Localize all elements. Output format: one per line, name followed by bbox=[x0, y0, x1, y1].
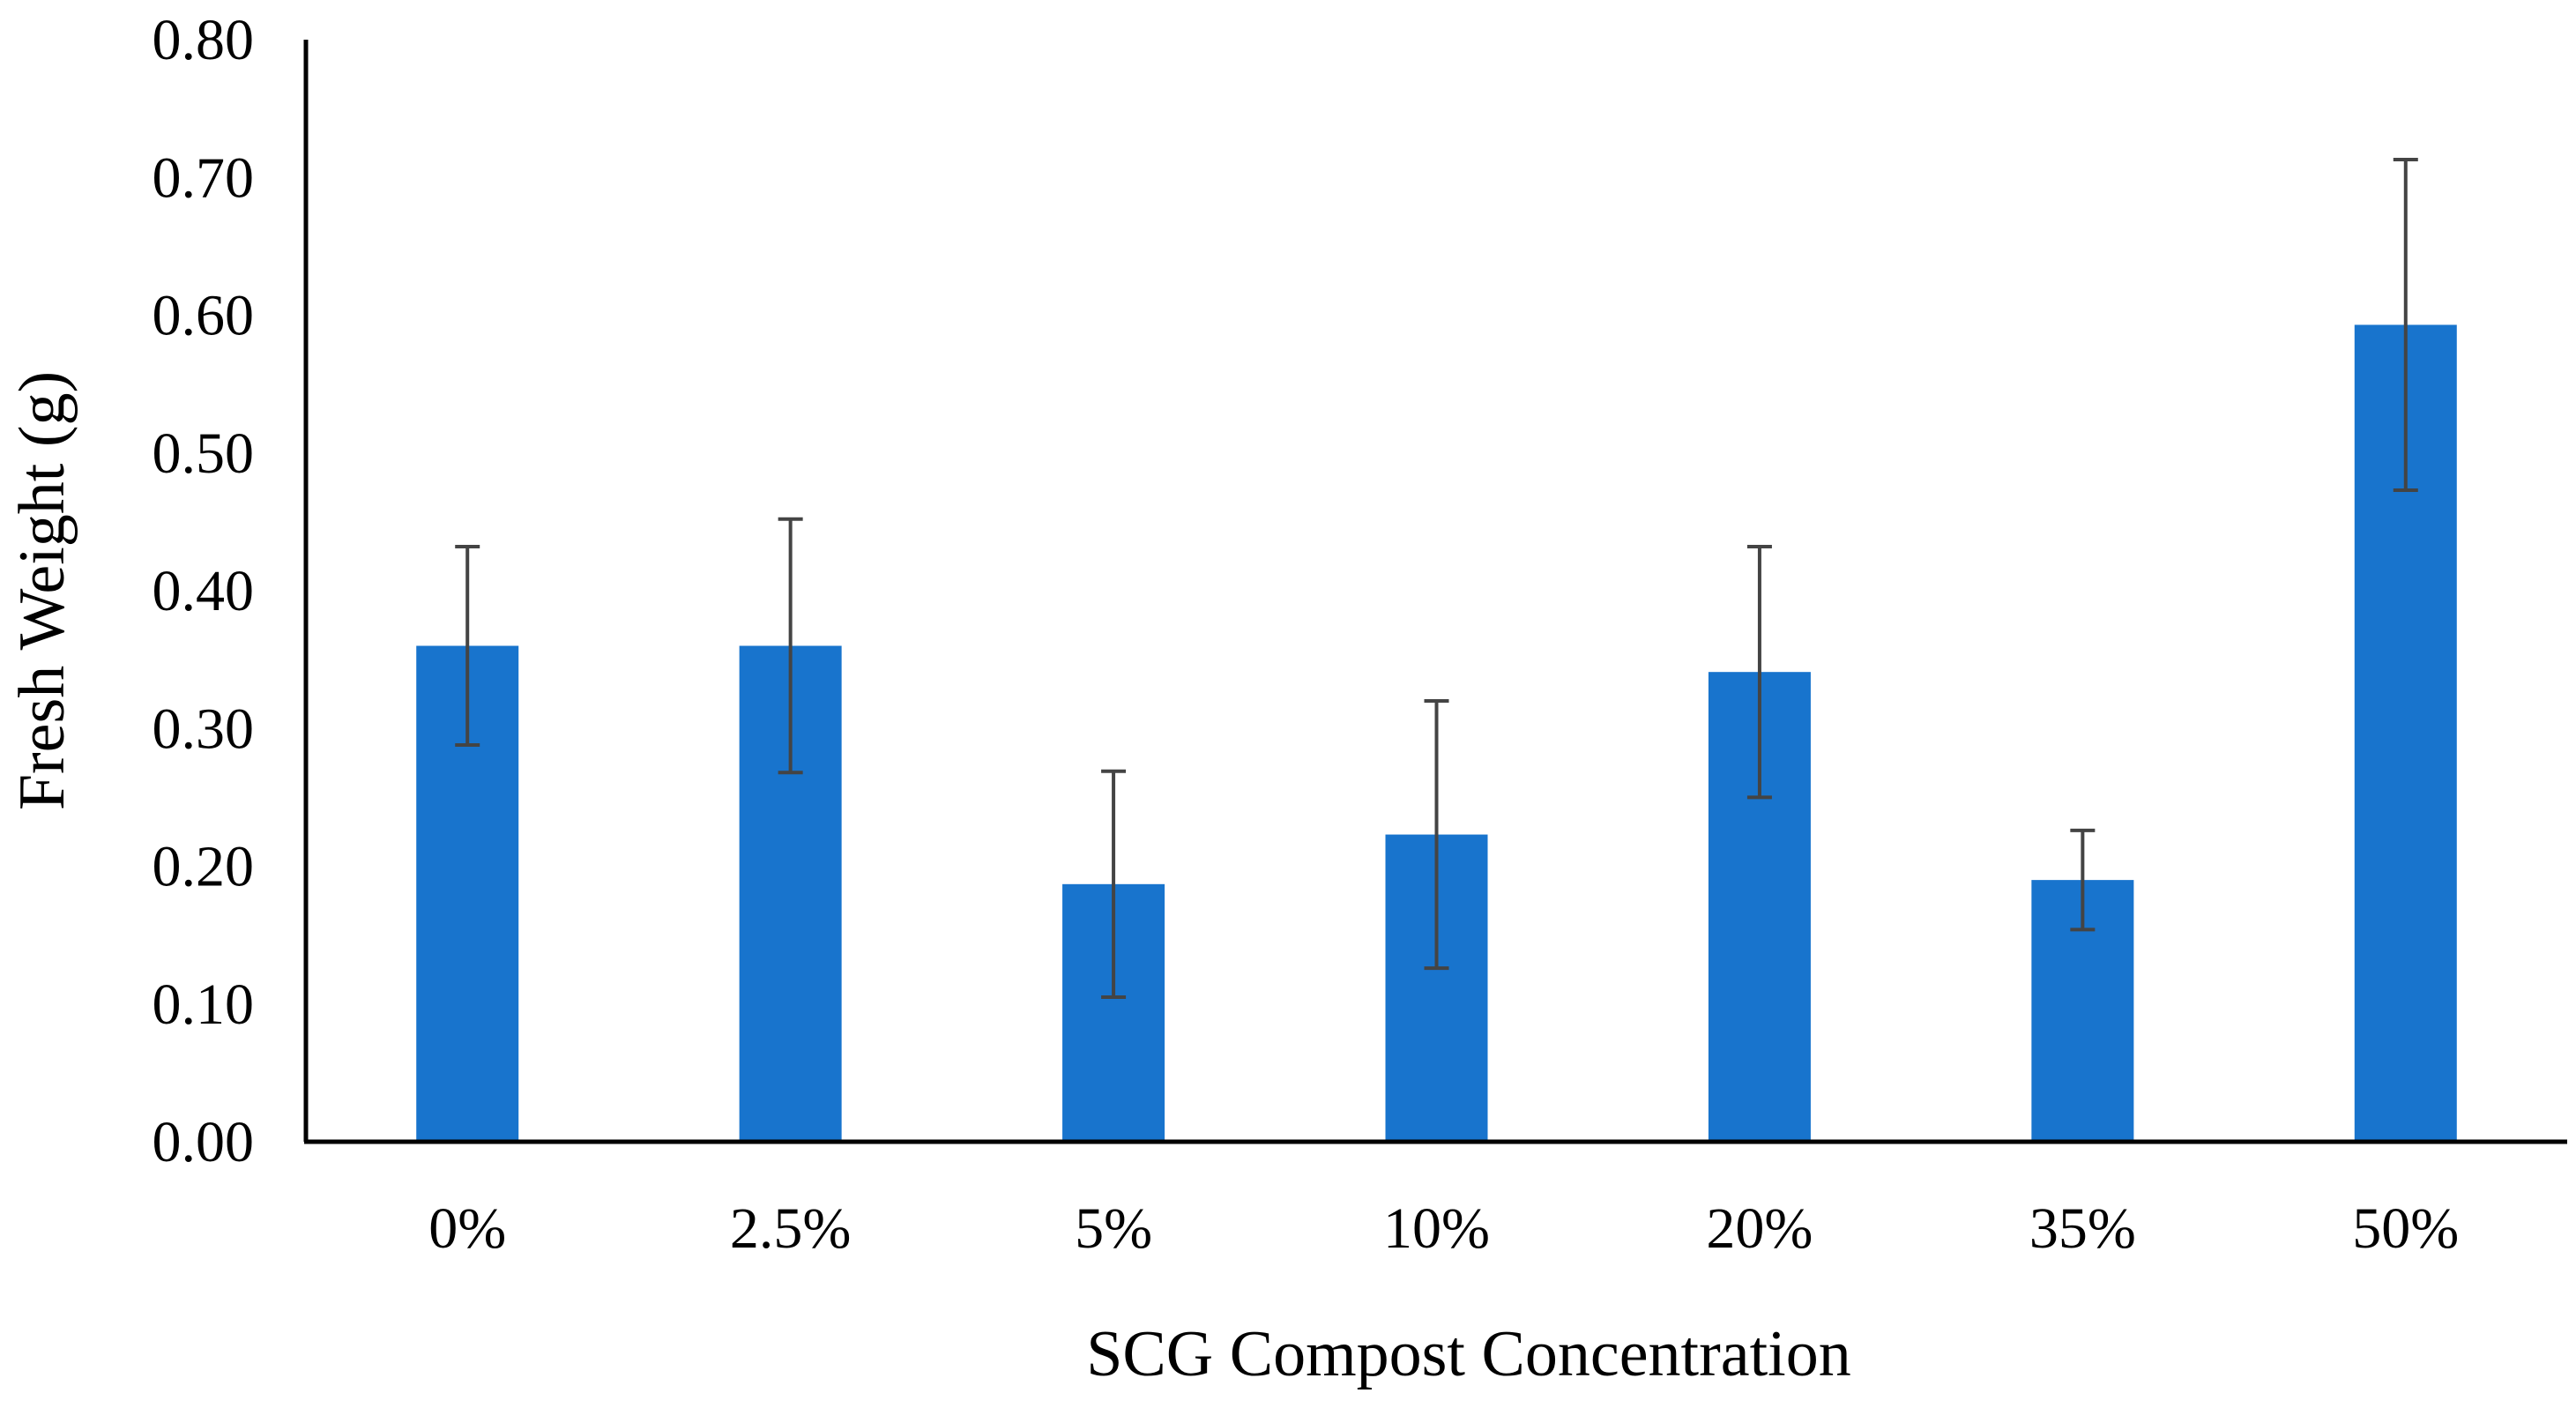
error-bar-20pct bbox=[1746, 545, 1772, 800]
error-bars-layer bbox=[455, 157, 2418, 999]
y-tick-label: 0.00 bbox=[153, 1110, 255, 1174]
error-bar-2-5pct bbox=[778, 517, 803, 775]
x-tick-label: 20% bbox=[1706, 1196, 1813, 1261]
y-tick-label: 0.70 bbox=[153, 145, 255, 210]
y-tick-label: 0.60 bbox=[153, 284, 255, 348]
y-tick-label: 0.10 bbox=[153, 972, 255, 1037]
x-category-labels: 0% 2.5% 5% 10% 20% 35% 50% bbox=[428, 1196, 2459, 1261]
error-bar-35pct bbox=[2070, 828, 2096, 932]
x-tick-label: 5% bbox=[1075, 1196, 1152, 1261]
y-tick-label: 0.50 bbox=[153, 421, 255, 486]
error-bar-10pct bbox=[1424, 699, 1449, 971]
error-bar-5pct bbox=[1101, 769, 1127, 999]
x-tick-label: 2.5% bbox=[730, 1196, 851, 1261]
y-tick-label: 0.80 bbox=[153, 8, 255, 72]
x-tick-label: 35% bbox=[2029, 1196, 2136, 1261]
y-axis-title: Fresh Weight (g) bbox=[6, 371, 78, 810]
x-tick-label: 50% bbox=[2352, 1196, 2459, 1261]
x-tick-label: 0% bbox=[428, 1196, 506, 1261]
error-bar-50pct bbox=[2393, 157, 2418, 492]
x-tick-label: 10% bbox=[1383, 1196, 1490, 1261]
x-axis-title: SCG Compost Concentration bbox=[1086, 1318, 1850, 1390]
y-tick-label: 0.20 bbox=[153, 835, 255, 899]
y-tick-labels: 0.00 0.10 0.20 0.30 0.40 0.50 0.60 0.70 0.80 bbox=[153, 8, 255, 1174]
y-tick-label: 0.40 bbox=[153, 559, 255, 623]
error-bar-0pct bbox=[455, 545, 480, 747]
y-tick-label: 0.30 bbox=[153, 697, 255, 761]
